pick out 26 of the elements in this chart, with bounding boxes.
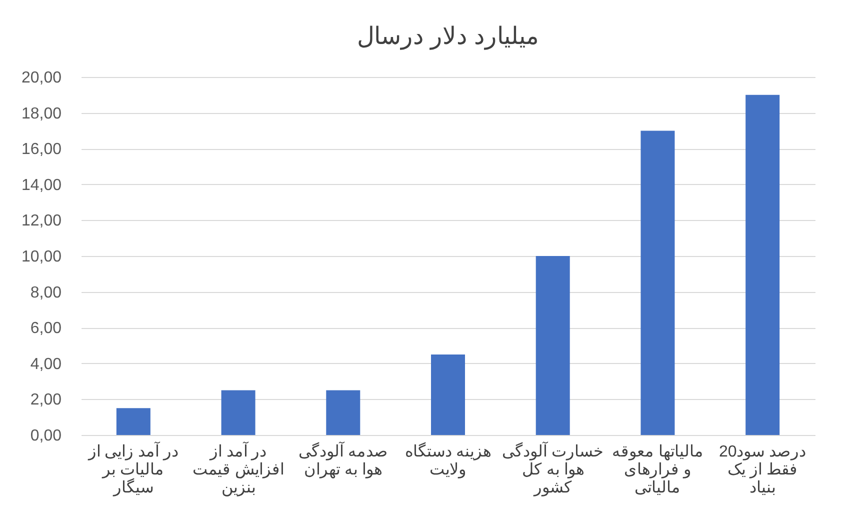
y-tick-label: 18,00 — [21, 105, 62, 122]
x-tick-label: مالیاتها معوقه و فرارهای مالیاتی — [612, 444, 704, 496]
y-tick-label: 2,00 — [30, 392, 62, 409]
bar — [640, 130, 675, 435]
y-tick-label: 16,00 — [21, 141, 62, 158]
y-tick-label: 8,00 — [30, 284, 62, 302]
y-tick-label: 4,00 — [30, 356, 62, 373]
chart-title: میلیارد دلار درسال — [356, 23, 540, 50]
y-tick-label: 0,00 — [30, 428, 62, 444]
x-tick-label: صدمه آلودگی هوا به تهران — [298, 440, 388, 478]
bar — [326, 390, 360, 435]
y-tick-label: 14,00 — [21, 176, 62, 194]
bar — [116, 408, 150, 435]
y-tick-label: 10,00 — [21, 248, 62, 266]
y-tick-label: 6,00 — [30, 320, 62, 338]
bar — [431, 354, 465, 435]
x-tick-label: 20درصد سود فقط از یک بنیاد — [718, 444, 806, 496]
bar — [746, 94, 780, 435]
x-tick-label: هزینه دستگاه ولایت — [404, 442, 492, 478]
y-tick-label: 12,00 — [21, 212, 62, 230]
bar — [221, 390, 256, 435]
x-tick-label: در آمد زایی از مالیات بر سیگار — [87, 440, 179, 496]
x-tick-label: در آمد از افزایش قیمت بنزین — [192, 440, 284, 496]
bar — [536, 256, 570, 435]
x-tick-label: خسارت آلودگی هوا به کل کشور — [502, 440, 604, 496]
y-tick-label: 20,00 — [21, 70, 62, 86]
